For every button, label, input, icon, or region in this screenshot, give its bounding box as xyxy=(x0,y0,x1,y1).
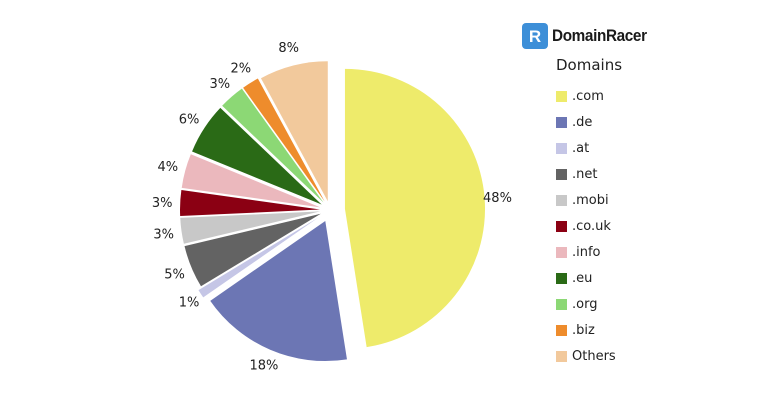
legend-label: .net xyxy=(572,166,598,182)
slice-label: 4% xyxy=(158,160,179,175)
legend-label: .eu xyxy=(572,270,593,286)
logo-icon: R xyxy=(522,23,548,49)
legend-label: Others xyxy=(572,348,616,364)
slice-label: 48% xyxy=(483,191,512,206)
legend-item: .info xyxy=(556,239,756,265)
chart-legend: Domains .com .de .at .net .mobi .co.uk .info .e… xyxy=(556,56,756,369)
legend-item: .com xyxy=(556,83,756,109)
slice-label: 5% xyxy=(164,268,185,283)
legend-swatch xyxy=(556,194,567,206)
legend-swatch xyxy=(556,272,567,284)
legend-item: .at xyxy=(556,135,756,161)
legend-swatch xyxy=(556,90,567,102)
slice-label: 2% xyxy=(230,62,251,77)
legend-item: .biz xyxy=(556,317,756,343)
slice-label: 3% xyxy=(153,227,174,242)
slice-label: 6% xyxy=(179,113,200,128)
legend-label: .at xyxy=(572,140,590,156)
logo-letter: R xyxy=(529,27,541,45)
legend-item: .eu xyxy=(556,265,756,291)
legend-swatch xyxy=(556,142,567,154)
slice-label: 1% xyxy=(179,295,200,310)
legend-items: .com .de .at .net .mobi .co.uk .info .eu .org .bi… xyxy=(556,83,756,369)
pie-slice-com xyxy=(344,68,486,348)
legend-swatch xyxy=(556,168,567,180)
legend-swatch xyxy=(556,246,567,258)
pie-slice-others xyxy=(260,61,328,202)
legend-label: .info xyxy=(572,244,601,260)
legend-swatch xyxy=(556,220,567,232)
legend-label: .de xyxy=(572,114,593,130)
legend-label: .biz xyxy=(572,322,595,338)
legend-label: .mobi xyxy=(572,192,609,208)
legend-item: .net xyxy=(556,161,756,187)
legend-item: .co.uk xyxy=(556,213,756,239)
pie-slice-eu xyxy=(192,107,322,205)
legend-swatch xyxy=(556,324,567,336)
brand-logo: R DomainRacer xyxy=(522,23,657,49)
legend-swatch xyxy=(556,116,567,128)
logo-r-glyph: R xyxy=(529,27,541,45)
legend-label: .co.uk xyxy=(572,218,611,234)
pie-slice-at xyxy=(198,217,319,298)
pie-chart: 48%18%1%5%3%3%4%6%3%2%8% xyxy=(152,41,512,373)
legend-item: .mobi xyxy=(556,187,756,213)
legend-item: .org xyxy=(556,291,756,317)
slice-label: 3% xyxy=(152,196,173,211)
pie-slice-biz xyxy=(243,78,325,202)
slice-label: 18% xyxy=(249,358,278,373)
pie-slice-net xyxy=(184,213,321,287)
pie-slice-mobi xyxy=(180,211,321,244)
legend-label: .org xyxy=(572,296,598,312)
legend-item: .de xyxy=(556,109,756,135)
brand-name: DomainRacer xyxy=(552,26,647,45)
slice-label: 3% xyxy=(209,77,230,92)
legend-item: Others xyxy=(556,343,756,369)
legend-title: Domains xyxy=(556,56,623,74)
pie-slice-org xyxy=(222,88,324,203)
legend-swatch xyxy=(556,350,567,362)
pie-slice-de xyxy=(210,221,347,362)
pie-slice-info xyxy=(181,154,321,208)
pie-slice-co-uk xyxy=(180,190,321,217)
slice-label: 8% xyxy=(278,41,299,56)
legend-label: .com xyxy=(572,88,604,104)
legend-swatch xyxy=(556,298,567,310)
